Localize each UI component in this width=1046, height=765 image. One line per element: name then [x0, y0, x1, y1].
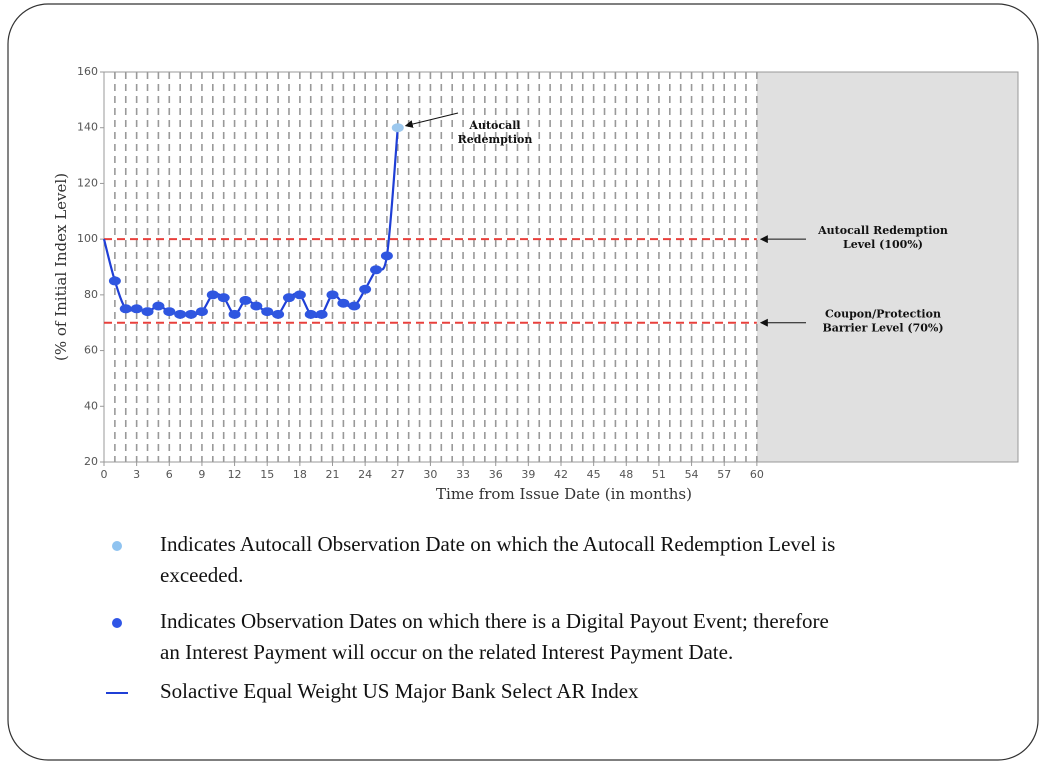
- point-marker: [250, 301, 263, 311]
- y-tick-label: 100: [77, 232, 98, 245]
- point-marker: [380, 251, 393, 261]
- x-tick-label: 9: [198, 468, 205, 481]
- x-tick-label: 12: [228, 468, 242, 481]
- point-marker: [152, 301, 165, 311]
- x-tick-label: 57: [717, 468, 731, 481]
- x-tick-label: 42: [554, 468, 568, 481]
- x-tick-label: 45: [587, 468, 601, 481]
- legend-text: Indicates Observation Dates on which the…: [160, 609, 829, 633]
- shaded-region: [756, 72, 1018, 462]
- x-tick-label: 3: [133, 468, 140, 481]
- point-marker: [239, 295, 252, 305]
- point-marker: [228, 309, 241, 319]
- x-tick-label: 51: [652, 468, 666, 481]
- y-tick-label: 160: [77, 65, 98, 78]
- y-tick-label: 140: [77, 121, 98, 134]
- point-marker: [108, 276, 121, 286]
- x-tick-label: 39: [521, 468, 535, 481]
- x-axis-label: Time from Issue Date (in months): [436, 485, 692, 503]
- y-tick-label: 60: [84, 344, 98, 357]
- point-marker: [185, 309, 198, 319]
- legend-text: Solactive Equal Weight US Major Bank Sel…: [160, 679, 639, 703]
- point-marker: [206, 290, 219, 300]
- x-tick-label: 15: [260, 468, 274, 481]
- point-marker: [217, 293, 230, 303]
- legend-marker: [112, 541, 122, 551]
- point-marker: [163, 307, 176, 317]
- point-marker: [326, 290, 339, 300]
- point-marker: [359, 284, 372, 294]
- point-marker: [174, 309, 187, 319]
- point-marker: [141, 307, 154, 317]
- legend-text: exceeded.: [160, 563, 243, 587]
- y-tick-label: 120: [77, 176, 98, 189]
- y-tick-label: 80: [84, 288, 98, 301]
- point-marker: [261, 307, 274, 317]
- x-tick-label: 48: [619, 468, 633, 481]
- reference-label: Barrier Level (70%): [822, 322, 943, 335]
- y-tick-label: 20: [84, 455, 98, 468]
- point-marker: [282, 293, 295, 303]
- point-marker: [272, 309, 285, 319]
- legend-text: Indicates Autocall Observation Date on w…: [160, 532, 835, 556]
- legend-text: an Interest Payment will occur on the re…: [160, 640, 733, 664]
- x-tick-label: 27: [391, 468, 405, 481]
- x-tick-label: 30: [423, 468, 437, 481]
- point-marker: [391, 123, 404, 133]
- annotation-text: Autocall: [468, 119, 520, 132]
- reference-label: Coupon/Protection: [825, 308, 941, 321]
- x-tick-label: 36: [489, 468, 503, 481]
- point-marker: [119, 304, 132, 314]
- point-marker: [195, 307, 208, 317]
- point-marker: [293, 290, 306, 300]
- point-marker: [370, 265, 383, 275]
- x-tick-label: 0: [101, 468, 108, 481]
- x-tick-label: 6: [166, 468, 173, 481]
- point-marker: [337, 298, 350, 308]
- annotation-arrow: [404, 112, 459, 128]
- point-marker: [348, 301, 361, 311]
- x-tick-label: 21: [326, 468, 340, 481]
- point-marker: [130, 304, 143, 314]
- x-tick-label: 18: [293, 468, 307, 481]
- annotation-text: Redemption: [458, 133, 533, 146]
- reference-label: Level (100%): [843, 238, 923, 251]
- x-tick-label: 33: [456, 468, 470, 481]
- y-axis-label: (% of Initial Index Level): [52, 173, 70, 361]
- point-marker: [304, 309, 317, 319]
- x-tick-label: 60: [750, 468, 764, 481]
- point-marker: [315, 309, 328, 319]
- reference-label: Autocall Redemption: [817, 224, 948, 237]
- legend-marker: [112, 618, 122, 628]
- y-tick-label: 40: [84, 399, 98, 412]
- x-tick-label: 54: [685, 468, 699, 481]
- frame: [7, 3, 1039, 761]
- x-tick-label: 24: [358, 468, 372, 481]
